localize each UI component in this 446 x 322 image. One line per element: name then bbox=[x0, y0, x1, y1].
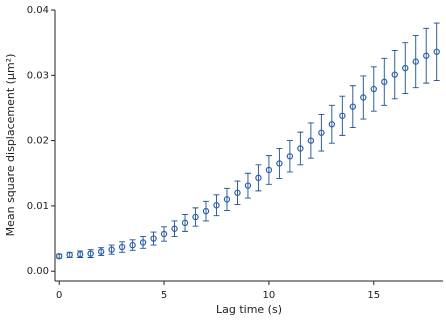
point bbox=[202, 207, 210, 215]
point bbox=[108, 246, 115, 253]
point bbox=[223, 196, 231, 203]
point bbox=[423, 52, 430, 59]
point bbox=[139, 239, 147, 246]
point bbox=[412, 58, 419, 65]
point bbox=[171, 225, 178, 232]
error-bar bbox=[129, 239, 136, 251]
error-bar bbox=[140, 236, 147, 249]
y-tick-label: 0.04 bbox=[27, 5, 49, 16]
point bbox=[87, 250, 94, 257]
error-bar bbox=[360, 75, 367, 120]
x-axis-label: Lag time (s) bbox=[216, 303, 282, 316]
error-bar bbox=[412, 35, 419, 89]
y-tick-label: 0.01 bbox=[27, 201, 49, 212]
x-tick-label: 10 bbox=[263, 290, 276, 301]
x-tick-label: 5 bbox=[161, 290, 167, 301]
point bbox=[339, 112, 346, 119]
error-bar bbox=[297, 131, 304, 166]
point bbox=[265, 166, 273, 174]
point bbox=[276, 160, 283, 167]
x-tick-label: 0 bbox=[56, 290, 62, 301]
point bbox=[307, 137, 315, 144]
point bbox=[181, 219, 189, 227]
point bbox=[286, 153, 294, 160]
error-bar bbox=[265, 155, 272, 185]
error-bar bbox=[255, 164, 262, 192]
error-bar bbox=[119, 241, 126, 253]
error-bar bbox=[161, 226, 168, 242]
y-tick-label: 0.02 bbox=[27, 136, 49, 147]
point bbox=[55, 252, 63, 260]
point bbox=[433, 48, 440, 55]
error-bar bbox=[339, 95, 346, 136]
error-bar bbox=[150, 231, 157, 246]
point bbox=[129, 241, 136, 249]
error-bar bbox=[192, 207, 199, 227]
point bbox=[76, 251, 84, 258]
x-tick-label: 15 bbox=[367, 290, 380, 301]
point bbox=[192, 213, 199, 221]
error-bar bbox=[213, 194, 220, 217]
point bbox=[150, 235, 157, 242]
error-bar bbox=[223, 187, 230, 211]
error-bar bbox=[244, 172, 251, 199]
point bbox=[370, 85, 377, 93]
point bbox=[318, 129, 325, 136]
error-bar bbox=[286, 140, 293, 173]
error-bar bbox=[234, 180, 241, 206]
y-axis-label: Mean square displacement (µm²) bbox=[4, 54, 17, 237]
point bbox=[255, 174, 262, 182]
error-bar bbox=[203, 200, 210, 222]
error-bar bbox=[370, 66, 377, 112]
point bbox=[213, 202, 220, 209]
error-bar bbox=[171, 220, 178, 238]
error-bar bbox=[423, 27, 430, 84]
point bbox=[381, 78, 388, 86]
point bbox=[297, 145, 304, 152]
point bbox=[118, 243, 126, 251]
error-bar bbox=[328, 104, 335, 144]
point bbox=[328, 121, 336, 128]
error-bar bbox=[381, 57, 388, 106]
point bbox=[66, 251, 73, 259]
error-bar bbox=[276, 147, 283, 179]
error-bar bbox=[318, 114, 325, 152]
point bbox=[234, 189, 241, 197]
y-tick-label: 0.00 bbox=[27, 266, 49, 277]
point bbox=[360, 94, 367, 101]
point bbox=[244, 182, 252, 189]
point bbox=[349, 103, 357, 110]
point bbox=[160, 230, 168, 238]
error-bar bbox=[433, 22, 440, 81]
error-bar bbox=[307, 122, 314, 159]
error-bar bbox=[349, 85, 356, 128]
error-bar bbox=[402, 42, 409, 95]
point bbox=[391, 71, 398, 78]
point bbox=[97, 248, 105, 255]
error-bar bbox=[182, 213, 189, 232]
y-tick-label: 0.03 bbox=[27, 70, 49, 81]
error-bar bbox=[391, 50, 398, 100]
point bbox=[402, 64, 409, 72]
